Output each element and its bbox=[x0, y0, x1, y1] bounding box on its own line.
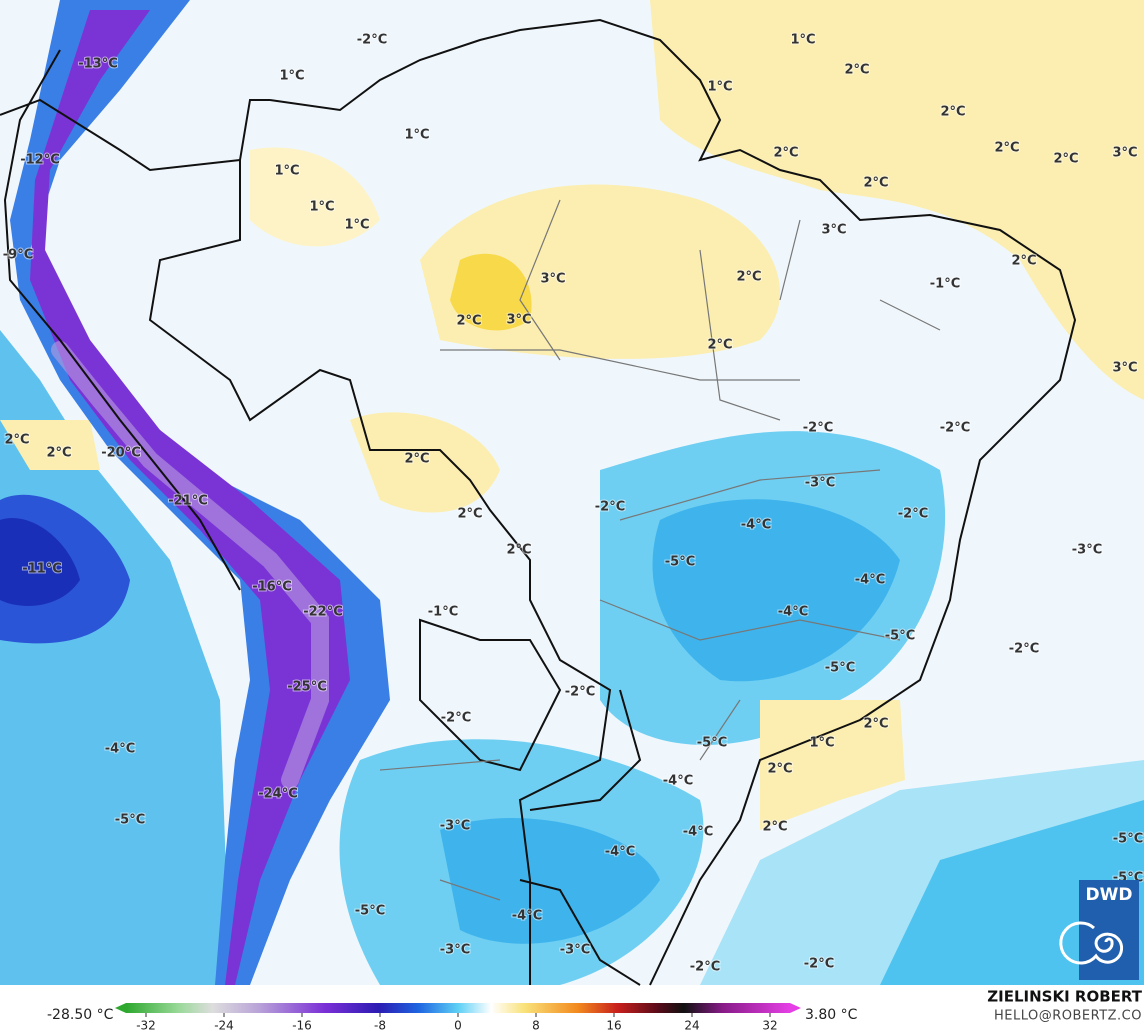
temperature-label: -25°C bbox=[287, 680, 327, 695]
temperature-label: -3°C bbox=[560, 943, 590, 958]
temperature-label: 3°C bbox=[1112, 361, 1137, 376]
temperature-label: -5°C bbox=[1113, 832, 1143, 847]
temperature-labels: -13°C -2°C 1°C 1°C 2°C 1°C 2°C 1°C 2°C 2°C 3°C -12°… bbox=[2, 32, 1144, 976]
temperature-label: 2°C bbox=[707, 338, 732, 353]
temperature-label: -1°C bbox=[930, 277, 960, 292]
map-background bbox=[0, 0, 1144, 985]
dwd-logo: DWD bbox=[1059, 880, 1139, 980]
temperature-label: 2°C bbox=[506, 543, 531, 558]
temperature-label: 1°C bbox=[309, 200, 334, 215]
temperature-label: -21°C bbox=[168, 494, 208, 509]
temperature-label: 2°C bbox=[456, 314, 481, 329]
colorbar-min: -28.50 °C bbox=[47, 1007, 114, 1023]
temperature-label: -4°C bbox=[683, 825, 713, 840]
temperature-label: -2°C bbox=[357, 33, 387, 48]
logo-text: DWD bbox=[1086, 885, 1133, 905]
colorbar-low-arrow bbox=[115, 1003, 126, 1013]
temperature-label: -2°C bbox=[565, 685, 595, 700]
temperature-label: 2°C bbox=[1011, 254, 1036, 269]
temperature-label: -24°C bbox=[258, 787, 298, 802]
temperature-label: -4°C bbox=[512, 909, 542, 924]
temperature-label: -5°C bbox=[885, 629, 915, 644]
colorbar-tick-label: 8 bbox=[532, 1019, 540, 1033]
colorbar-tick-label: -8 bbox=[374, 1019, 386, 1033]
colorbar-tick-label: 32 bbox=[762, 1019, 777, 1033]
temperature-label: 2°C bbox=[762, 820, 787, 835]
temperature-label: 2°C bbox=[46, 446, 71, 461]
temperature-label: -4°C bbox=[663, 774, 693, 789]
temperature-label: 2°C bbox=[863, 176, 888, 191]
temperature-label: 2°C bbox=[863, 717, 888, 732]
temperature-label: -4°C bbox=[855, 573, 885, 588]
temperature-label: 2°C bbox=[4, 433, 29, 448]
colorbar-tick-label: -32 bbox=[136, 1019, 156, 1033]
colorbar-tick-label: 24 bbox=[684, 1019, 699, 1033]
temperature-label: -4°C bbox=[741, 518, 771, 533]
temperature-label: -5°C bbox=[115, 813, 145, 828]
temperature-label: 1°C bbox=[344, 218, 369, 233]
colorbar-ticks: -32 -24 -16 -8 0 8 16 24 32 bbox=[136, 1013, 778, 1033]
temperature-label: 2°C bbox=[457, 507, 482, 522]
colorbar-tick-label: 0 bbox=[454, 1019, 462, 1033]
temperature-label: -4°C bbox=[105, 742, 135, 757]
temperature-label: -2°C bbox=[898, 507, 928, 522]
temperature-label: 1°C bbox=[707, 80, 732, 95]
temperature-label: -2°C bbox=[1009, 642, 1039, 657]
colorbar-bar bbox=[126, 1003, 790, 1013]
colorbar-tick-label: -16 bbox=[292, 1019, 312, 1033]
temperature-label: -16°C bbox=[252, 580, 292, 595]
credit-email: HELLO@ROBERTZ.CO bbox=[994, 1009, 1142, 1024]
temperature-label: -2°C bbox=[595, 500, 625, 515]
temperature-label: -13°C bbox=[78, 57, 118, 72]
temperature-label: 2°C bbox=[1053, 152, 1078, 167]
temperature-label: 2°C bbox=[994, 141, 1019, 156]
temperature-label: -1°C bbox=[428, 605, 458, 620]
temperature-label: 1°C bbox=[404, 128, 429, 143]
temperature-label: 2°C bbox=[844, 63, 869, 78]
temperature-label: -12°C bbox=[20, 153, 60, 168]
colorbar: -28.50 °C 3.80 °C bbox=[47, 1003, 858, 1023]
temperature-label: -3°C bbox=[1072, 543, 1102, 558]
temperature-label: -2°C bbox=[441, 711, 471, 726]
temperature-label: -3°C bbox=[440, 819, 470, 834]
colorbar-high-arrow bbox=[790, 1003, 801, 1013]
temperature-label: 2°C bbox=[404, 452, 429, 467]
temperature-label: 1°C bbox=[809, 736, 834, 751]
temperature-label: -5°C bbox=[355, 904, 385, 919]
borders bbox=[0, 18, 1077, 986]
temperature-label: -20°C bbox=[101, 446, 141, 461]
temperature-label: -4°C bbox=[778, 605, 808, 620]
temperature-label: 1°C bbox=[274, 164, 299, 179]
temperature-label: -2°C bbox=[690, 960, 720, 975]
temperature-label: 1°C bbox=[279, 69, 304, 84]
temperature-label: 3°C bbox=[506, 313, 531, 328]
temperature-label: 1°C bbox=[790, 33, 815, 48]
temperature-label: -2°C bbox=[803, 421, 833, 436]
temperature-label: -9°C bbox=[3, 248, 33, 263]
temperature-label: 3°C bbox=[540, 272, 565, 287]
temperature-label: 2°C bbox=[940, 105, 965, 120]
colorbar-tick-label: -24 bbox=[214, 1019, 234, 1033]
temperature-label: 2°C bbox=[767, 762, 792, 777]
temperature-label: -5°C bbox=[825, 661, 855, 676]
temperature-label: 2°C bbox=[773, 146, 798, 161]
temperature-label: 3°C bbox=[1112, 146, 1137, 161]
temperature-label: -5°C bbox=[697, 736, 727, 751]
temperature-label: 2°C bbox=[736, 270, 761, 285]
temperature-label: -3°C bbox=[805, 476, 835, 491]
temperature-label: -2°C bbox=[940, 421, 970, 436]
temperature-label: -22°C bbox=[303, 605, 343, 620]
colorbar-tick-label: 16 bbox=[606, 1019, 621, 1033]
colorbar-max: 3.80 °C bbox=[805, 1007, 858, 1023]
temperature-label: -5°C bbox=[665, 555, 695, 570]
temperature-label: -4°C bbox=[605, 845, 635, 860]
temperature-label: -2°C bbox=[804, 957, 834, 972]
credit-name: ZIELINSKI ROBERT bbox=[987, 988, 1142, 1006]
temperature-label: 3°C bbox=[821, 223, 846, 238]
temperature-label: -11°C bbox=[22, 562, 62, 577]
temperature-label: -3°C bbox=[440, 943, 470, 958]
